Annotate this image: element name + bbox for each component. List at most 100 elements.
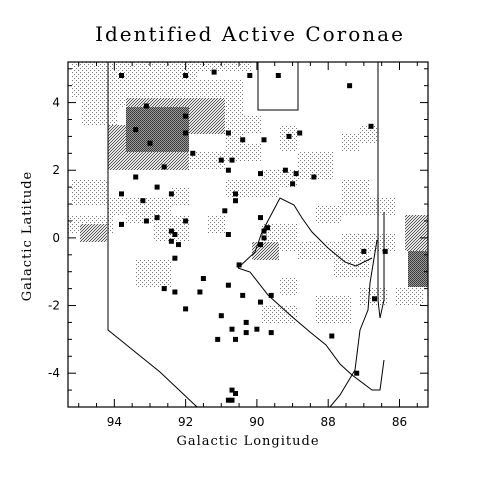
y-tick-label: -2 <box>48 299 60 313</box>
shade-cell <box>108 152 189 170</box>
y-tick-label: 0 <box>52 231 60 245</box>
corona-point <box>233 198 238 204</box>
shade-cell <box>261 305 297 323</box>
x-tick-label: 90 <box>249 415 264 429</box>
corona-point <box>329 333 335 339</box>
corona-point <box>354 370 360 376</box>
shade-cell <box>315 296 351 323</box>
chart-title: Identified Active Coronae <box>95 22 405 46</box>
shade-cell <box>72 179 108 206</box>
corona-points <box>119 69 388 403</box>
shade-cell <box>360 125 378 143</box>
x-tick-label: 88 <box>321 415 336 429</box>
corona-point <box>143 218 149 224</box>
corona-point <box>265 225 271 231</box>
corona-point <box>229 157 235 163</box>
corona-point <box>261 137 267 143</box>
shade-cell <box>297 242 342 260</box>
corona-point <box>258 242 263 248</box>
corona-point <box>229 387 235 393</box>
corona-point <box>261 235 267 241</box>
corona-point <box>293 171 299 177</box>
corona-point <box>222 208 228 214</box>
corona-point <box>168 228 174 234</box>
corona-point <box>225 282 231 288</box>
corona-point <box>311 174 317 180</box>
corona-point <box>261 228 267 234</box>
corona-point <box>176 242 181 248</box>
shade-cell <box>72 80 117 98</box>
corona-point <box>240 292 246 298</box>
corona-point <box>286 133 292 139</box>
boundary-line <box>237 197 373 269</box>
corona-point <box>368 123 374 129</box>
shade-cell <box>315 206 342 224</box>
corona-point <box>147 140 153 146</box>
y-tick-label: -4 <box>48 366 60 380</box>
corona-point <box>183 130 189 136</box>
shade-cell <box>405 215 428 251</box>
shade-cell <box>207 215 225 233</box>
corona-point <box>290 181 296 187</box>
shade-cell <box>81 98 117 125</box>
corona-point <box>172 232 178 237</box>
shade-cell <box>171 188 189 206</box>
corona-point <box>268 330 274 336</box>
corona-point <box>183 73 189 78</box>
corona-point <box>183 306 189 312</box>
x-axis-label: Galactic Longitude <box>176 434 319 449</box>
shade-cell <box>198 62 252 71</box>
corona-point <box>211 69 217 75</box>
shade-cell <box>135 260 171 287</box>
corona-point <box>258 299 263 305</box>
corona-point <box>282 167 288 173</box>
y-axis-label: Galactic Latitude <box>20 171 35 302</box>
corona-point <box>254 326 260 332</box>
x-axis: 94 92 90 88 86 <box>78 62 418 429</box>
corona-point <box>143 103 149 109</box>
boundary-line <box>237 267 385 391</box>
y-axis: 4 2 0 -2 -4 <box>48 68 428 408</box>
corona-point <box>133 174 139 180</box>
corona-point <box>200 276 206 281</box>
corona-point <box>168 191 174 197</box>
corona-point <box>161 286 167 292</box>
corona-point <box>225 397 231 403</box>
shade-cell <box>279 278 297 296</box>
shade-cell <box>342 233 369 260</box>
shade-cell <box>80 224 107 242</box>
corona-point <box>233 336 238 342</box>
shade-cell <box>243 116 261 134</box>
corona-point <box>218 313 224 319</box>
shade-cell <box>342 134 360 152</box>
corona-point <box>382 248 388 254</box>
corona-point <box>119 221 124 227</box>
y-tick-label: 4 <box>52 96 60 110</box>
shade-cell <box>396 287 423 305</box>
corona-point <box>183 113 189 119</box>
corona-point <box>133 127 139 133</box>
corona-point <box>119 73 124 78</box>
corona-point <box>297 130 303 136</box>
corona-point <box>218 157 224 163</box>
corona-point <box>243 319 249 325</box>
corona-point <box>229 397 235 403</box>
corona-point <box>258 215 263 221</box>
corona-point <box>215 336 221 342</box>
shade-cell <box>189 152 225 170</box>
corona-point <box>225 232 231 237</box>
corona-point <box>372 296 377 302</box>
corona-point <box>361 248 367 254</box>
blank-region <box>258 62 298 110</box>
shade-cell <box>342 179 369 215</box>
corona-point <box>233 191 238 197</box>
corona-point <box>243 330 249 336</box>
boundary-line <box>257 62 299 111</box>
corona-point <box>233 391 238 396</box>
x-tick-label: 92 <box>178 415 193 429</box>
corona-point <box>268 292 274 298</box>
corona-point <box>347 83 353 89</box>
shade-cell <box>369 233 396 251</box>
corona-point <box>229 326 235 332</box>
shade-cell <box>252 242 279 260</box>
